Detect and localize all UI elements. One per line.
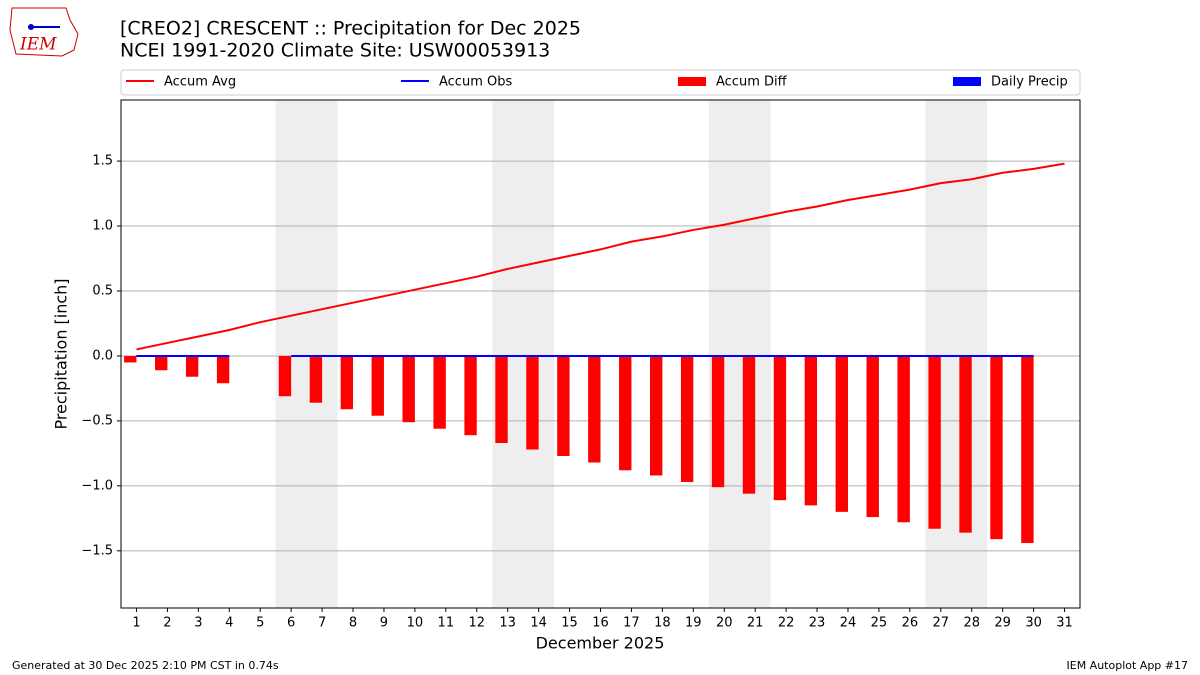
bar xyxy=(680,355,694,482)
bar xyxy=(526,355,539,450)
x-tick-label: 11 xyxy=(438,616,455,631)
x-tick-label: 26 xyxy=(902,616,919,631)
x-tick-label: 29 xyxy=(994,616,1011,631)
y-tick-label: 1.0 xyxy=(92,219,113,234)
bar xyxy=(897,355,910,523)
bar xyxy=(155,355,168,371)
legend-label: Daily Precip xyxy=(991,75,1068,90)
bar xyxy=(309,355,323,403)
x-tick-label: 27 xyxy=(933,616,950,631)
x-tick-label: 18 xyxy=(654,616,671,631)
legend-label: Accum Obs xyxy=(439,75,512,90)
y-tick-label: 0.5 xyxy=(92,283,113,298)
bar xyxy=(835,355,848,512)
x-tick-label: 30 xyxy=(1025,616,1042,631)
y-axis-label: Precipitation [inch] xyxy=(52,278,71,429)
x-tick-label: 12 xyxy=(468,616,485,631)
bar xyxy=(990,355,1003,540)
weekend-shade xyxy=(492,100,555,608)
footer-right: IEM Autoplot App #17 xyxy=(1067,659,1189,672)
bar xyxy=(619,355,632,471)
weekend-shade xyxy=(925,100,988,608)
legend-label: Accum Avg xyxy=(164,75,236,90)
bar xyxy=(866,355,879,518)
x-tick-label: 1 xyxy=(132,616,140,631)
bar xyxy=(124,355,137,363)
logo: IEM xyxy=(9,7,79,57)
x-tick-label: 14 xyxy=(530,616,547,631)
bar xyxy=(495,355,508,443)
line xyxy=(136,162,1065,351)
x-tick-label: 31 xyxy=(1056,616,1073,631)
y-tick-label: −0.5 xyxy=(81,413,113,428)
x-tick-label: 5 xyxy=(256,616,264,631)
bar xyxy=(1021,355,1034,544)
x-tick-label: 6 xyxy=(287,616,295,631)
x-tick-label: 22 xyxy=(778,616,795,631)
bar xyxy=(649,355,663,476)
x-tick-label: 10 xyxy=(407,616,424,631)
legend-swatch xyxy=(678,77,706,86)
bar xyxy=(402,355,415,423)
bar xyxy=(773,355,787,501)
bar xyxy=(433,355,446,429)
bar xyxy=(278,355,292,397)
y-tick-label: 1.5 xyxy=(92,154,113,169)
x-tick-label: 19 xyxy=(685,616,702,631)
legend-label: Accum Diff xyxy=(716,75,788,90)
bar xyxy=(216,355,230,384)
bar xyxy=(464,355,477,436)
x-tick-label: 21 xyxy=(747,616,764,631)
bar xyxy=(340,355,354,410)
x-axis-label: December 2025 xyxy=(536,634,665,653)
chart-title: [CREO2] CRESCENT :: Precipitation for De… xyxy=(120,18,581,40)
legend-box xyxy=(120,69,1081,96)
x-tick-label: 7 xyxy=(318,616,326,631)
x-tick-label: 23 xyxy=(809,616,826,631)
x-tick-label: 24 xyxy=(840,616,857,631)
x-tick-label: 9 xyxy=(380,616,388,631)
x-tick-label: 13 xyxy=(499,616,516,631)
x-tick-label: 15 xyxy=(561,616,578,631)
x-tick-label: 28 xyxy=(963,616,980,631)
bar xyxy=(959,355,972,533)
x-tick-label: 2 xyxy=(163,616,171,631)
footer-left: Generated at 30 Dec 2025 2:10 PM CST in … xyxy=(12,659,279,672)
chart-subtitle: NCEI 1991-2020 Climate Site: USW00053913 xyxy=(120,40,550,62)
y-tick-label: 0.0 xyxy=(92,348,113,363)
legend-swatch xyxy=(953,77,981,86)
x-tick-label: 4 xyxy=(225,616,233,631)
bar xyxy=(588,355,601,463)
x-tick-label: 25 xyxy=(871,616,888,631)
y-tick-label: −1.5 xyxy=(81,543,113,558)
x-tick-label: 20 xyxy=(716,616,733,631)
x-tick-label: 17 xyxy=(623,616,640,631)
bar xyxy=(371,355,384,416)
x-tick-label: 3 xyxy=(194,616,202,631)
x-tick-label: 16 xyxy=(592,616,609,631)
bar xyxy=(804,355,818,506)
bar xyxy=(711,355,725,488)
bar xyxy=(742,355,756,494)
x-tick-label: 8 xyxy=(349,616,357,631)
bar xyxy=(928,355,941,529)
y-tick-label: −1.0 xyxy=(81,478,113,493)
bar xyxy=(557,355,570,456)
weekend-shade xyxy=(275,100,338,608)
bar xyxy=(185,355,199,377)
weekend-shade xyxy=(708,100,771,608)
logo-text: IEM xyxy=(19,35,57,55)
